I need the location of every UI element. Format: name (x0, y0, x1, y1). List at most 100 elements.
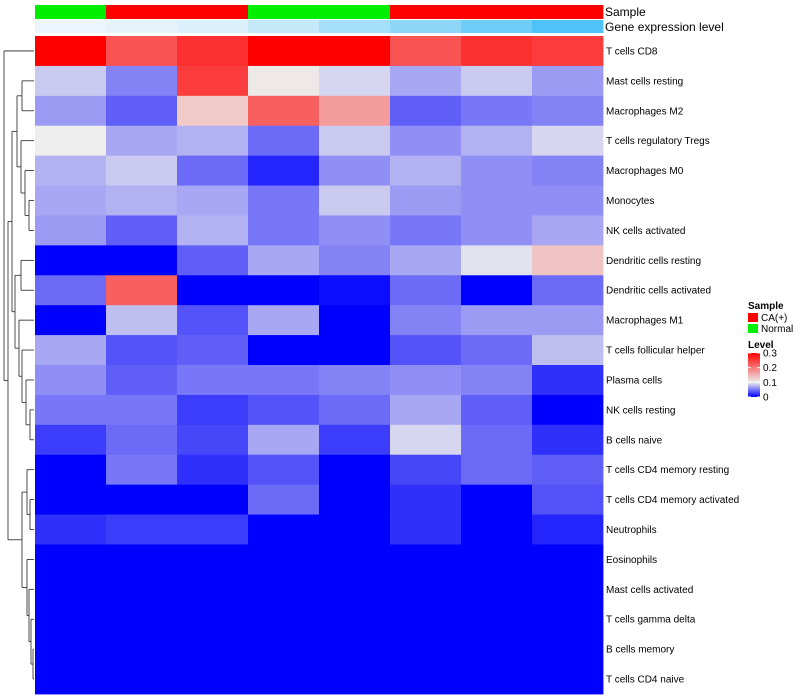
row-label: T cells gamma delta (606, 615, 696, 626)
annotation-label-sample: Sample (605, 5, 646, 19)
row-label: Plasma cells (606, 375, 662, 386)
heatmap-cell (106, 305, 178, 336)
heatmap-cell (461, 514, 533, 545)
heatmap-cell (248, 634, 320, 665)
heatmap-cell (35, 65, 107, 97)
heatmap-cell (461, 574, 533, 605)
heatmap-cell (35, 245, 107, 276)
heatmap-cell (106, 125, 178, 157)
legend-label-ca: CA(+) (761, 313, 787, 324)
heatmap-cell (461, 95, 533, 127)
heatmap-cell (532, 305, 604, 336)
sample-annotation-cell (461, 5, 533, 19)
heatmap-cell (319, 275, 391, 306)
heatmap-cell (177, 544, 249, 575)
heatmap-cell (106, 245, 178, 276)
heatmap-cell (248, 65, 320, 97)
heatmap-cell (319, 394, 391, 426)
heatmap-cell (177, 335, 249, 366)
heatmap-cell (177, 125, 249, 157)
heatmap-cell (177, 245, 249, 276)
row-label: T cells CD4 naive (606, 675, 685, 686)
heatmap-cell (319, 36, 391, 67)
heatmap-cell (177, 394, 249, 426)
heatmap-cell (390, 215, 462, 246)
heatmap-cell (35, 155, 107, 186)
heatmap-cell (461, 65, 533, 97)
heatmap-cell (35, 36, 107, 67)
heatmap-cell (461, 365, 533, 396)
heatmap-cell (35, 95, 107, 127)
heatmap-cell (390, 95, 462, 127)
heatmap-cell (248, 125, 320, 157)
heatmap-cell (35, 514, 107, 545)
heatmap-cell (106, 65, 178, 97)
heatmap-cell (532, 95, 604, 127)
heatmap-cell (532, 664, 604, 695)
heatmap-cell (248, 365, 320, 396)
heatmap-cell (390, 484, 462, 515)
heatmap-cell (106, 215, 178, 246)
heatmap-cell (319, 125, 391, 157)
heatmap-cell (177, 215, 249, 246)
heatmap-cell (35, 664, 107, 695)
heatmap-cell (35, 634, 107, 665)
heatmap-cell (532, 634, 604, 665)
heatmap-cell (319, 604, 391, 635)
heatmap-cell (390, 454, 462, 486)
heatmap-cell (319, 574, 391, 605)
heatmap-cell (461, 664, 533, 695)
heatmap-cell (390, 335, 462, 366)
heatmap-cell (106, 365, 178, 396)
heatmap-cell (461, 544, 533, 575)
heatmap-cell (319, 424, 391, 456)
heatmap-cell (461, 275, 533, 306)
heatmap-cell (248, 424, 320, 456)
gene-expression-annotation-cell (248, 20, 320, 33)
heatmap-cell (248, 394, 320, 426)
row-label: NK cells activated (606, 226, 685, 237)
heatmap-cell (35, 275, 107, 306)
heatmap-cell (319, 95, 391, 127)
heatmap-cell (532, 36, 604, 67)
sample-annotation-cell (177, 5, 249, 19)
heatmap-cell (390, 424, 462, 456)
heatmap-cell (35, 365, 107, 396)
heatmap-cell (35, 604, 107, 635)
heatmap-cell (532, 125, 604, 157)
row-label: Eosinophils (606, 555, 657, 566)
heatmap-cell (532, 574, 604, 605)
heatmap-cell (319, 454, 391, 486)
sample-annotation-cell (106, 5, 178, 19)
gene-expression-annotation-cell (319, 20, 391, 33)
heatmap-cell (35, 424, 107, 456)
heatmap-cell (319, 514, 391, 545)
heatmap-cell (106, 155, 178, 186)
heatmap-cell (248, 454, 320, 486)
legend-tick-label: 0.3 (763, 349, 777, 360)
annotation-label-gene-expression: Gene expression level (605, 20, 724, 34)
heatmap-cell (106, 634, 178, 665)
heatmap-cell (35, 305, 107, 336)
heatmap-cell (319, 305, 391, 336)
heatmap-cell (532, 544, 604, 575)
legend-tick-label: 0.1 (763, 378, 777, 389)
heatmap-cell (248, 574, 320, 605)
heatmap-cell (532, 155, 604, 186)
heatmap-cell (532, 335, 604, 366)
heatmap-cell (461, 335, 533, 366)
heatmap-cell (532, 604, 604, 635)
heatmap-cell (532, 185, 604, 216)
heatmap-cell (319, 245, 391, 276)
row-label: B cells naive (606, 435, 663, 446)
row-label: Mast cells resting (606, 76, 683, 87)
heatmap-cell (248, 514, 320, 545)
heatmap-cell (177, 155, 249, 186)
row-label: Dendritic cells resting (606, 256, 701, 267)
sample-annotation-cell (532, 5, 604, 19)
heatmap-cell (390, 36, 462, 67)
sample-annotation-cell (390, 5, 462, 19)
heatmap-cell (319, 215, 391, 246)
heatmap-cell (532, 275, 604, 306)
